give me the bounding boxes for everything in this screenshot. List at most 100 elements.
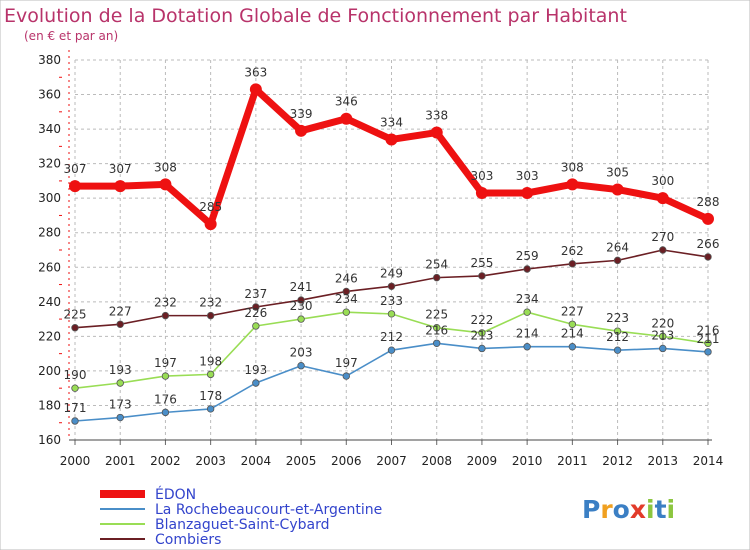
data-point — [475, 187, 488, 199]
data-point — [704, 253, 712, 261]
data-point — [206, 311, 215, 320]
data-label: 234 — [516, 292, 539, 306]
data-label: 249 — [380, 266, 403, 280]
data-label: 197 — [335, 356, 358, 370]
data-label: 225 — [64, 308, 87, 322]
data-point — [71, 417, 79, 425]
data-label: 264 — [606, 240, 629, 254]
chart-subtitle: (en € et par an) — [24, 29, 118, 43]
legend-label: La Rochebeaucourt-et-Argentine — [155, 502, 382, 518]
data-label: 288 — [697, 195, 720, 209]
data-label: 212 — [380, 330, 403, 344]
x-tick-label: 2008 — [421, 454, 452, 468]
x-tick-label: 2005 — [286, 454, 317, 468]
x-tick-label: 2000 — [60, 454, 91, 468]
data-point — [387, 346, 396, 354]
data-label: 254 — [425, 258, 448, 272]
data-label: 223 — [606, 311, 629, 325]
data-label: 270 — [651, 230, 674, 244]
x-tick-label: 2013 — [648, 454, 679, 468]
x-tick-label: 2011 — [557, 454, 588, 468]
data-point — [387, 282, 396, 290]
data-point — [478, 329, 486, 337]
data-point — [568, 320, 577, 328]
y-tick-label: 220 — [38, 329, 61, 343]
data-label: 171 — [64, 401, 87, 415]
data-point — [568, 343, 577, 351]
data-point — [206, 370, 215, 379]
x-tick-label: 2012 — [602, 454, 633, 468]
logo-letter-p: P — [582, 495, 600, 524]
y-tick-label: 260 — [38, 260, 61, 274]
data-label: 232 — [154, 296, 177, 310]
data-point — [114, 180, 127, 193]
x-tick-label: 2010 — [512, 454, 543, 468]
x-tick-label: 2001 — [105, 454, 136, 468]
data-label: 173 — [109, 398, 132, 412]
data-point — [433, 273, 441, 282]
y-tick-label: 340 — [38, 122, 61, 136]
data-label: 203 — [290, 346, 313, 360]
data-point — [340, 112, 353, 125]
data-point — [297, 296, 305, 304]
legend-label: ÉDON — [155, 486, 196, 503]
y-tick-label: 160 — [38, 433, 61, 447]
legend-label: Blanzaguet-Saint-Cybard — [155, 517, 329, 533]
data-point — [116, 379, 124, 387]
data-label: 308 — [561, 160, 584, 174]
data-label: 214 — [561, 327, 584, 341]
data-point — [521, 187, 534, 199]
data-point — [702, 212, 714, 225]
data-label: 176 — [154, 392, 177, 406]
y-tick-label: 320 — [38, 157, 61, 171]
data-label: 213 — [470, 328, 493, 342]
data-label: 232 — [199, 296, 222, 310]
data-point — [295, 124, 308, 137]
x-tick-label: 2009 — [467, 454, 498, 468]
data-point — [297, 362, 305, 370]
y-tick-label: 280 — [38, 226, 61, 240]
data-label: 307 — [64, 162, 87, 176]
data-point — [249, 83, 262, 96]
data-point — [656, 192, 669, 205]
data-point — [71, 384, 79, 392]
data-point — [433, 324, 441, 332]
data-label: 246 — [335, 271, 358, 285]
data-label: 198 — [199, 354, 222, 368]
logo-letter-r: r — [600, 495, 613, 524]
data-label: 303 — [470, 169, 493, 183]
data-label: 227 — [561, 304, 584, 318]
data-label: 300 — [651, 174, 674, 188]
data-label: 226 — [244, 306, 267, 320]
x-tick-label: 2006 — [331, 454, 362, 468]
data-label: 346 — [335, 95, 358, 109]
data-label: 307 — [109, 162, 132, 176]
data-point — [523, 308, 531, 316]
logo-text: Proxiti — [582, 495, 675, 524]
data-point — [342, 287, 350, 296]
data-labels: 171 173 176 178 193 203 197 212 216 213 214 214 212 2… — [64, 65, 720, 415]
y-tick-label: 380 — [38, 53, 61, 67]
data-label: 308 — [154, 160, 177, 174]
data-point — [161, 372, 170, 380]
y-tick-label: 180 — [38, 398, 61, 412]
data-point — [159, 178, 172, 191]
data-point — [568, 260, 577, 268]
data-label: 212 — [606, 330, 629, 344]
data-label: 222 — [470, 313, 493, 327]
data-point — [659, 332, 667, 341]
x-tick-label: 2007 — [376, 454, 407, 468]
data-label: 334 — [380, 115, 403, 129]
series-lines — [69, 83, 714, 425]
data-point — [659, 246, 667, 254]
data-point — [387, 310, 396, 318]
data-point — [613, 327, 622, 335]
data-label: 259 — [516, 249, 539, 263]
y-tick-label: 200 — [38, 364, 61, 378]
data-label: 241 — [290, 280, 313, 294]
data-point — [659, 344, 667, 353]
data-point — [430, 126, 443, 139]
data-point — [161, 408, 170, 417]
x-tick-label: 2004 — [241, 454, 272, 468]
